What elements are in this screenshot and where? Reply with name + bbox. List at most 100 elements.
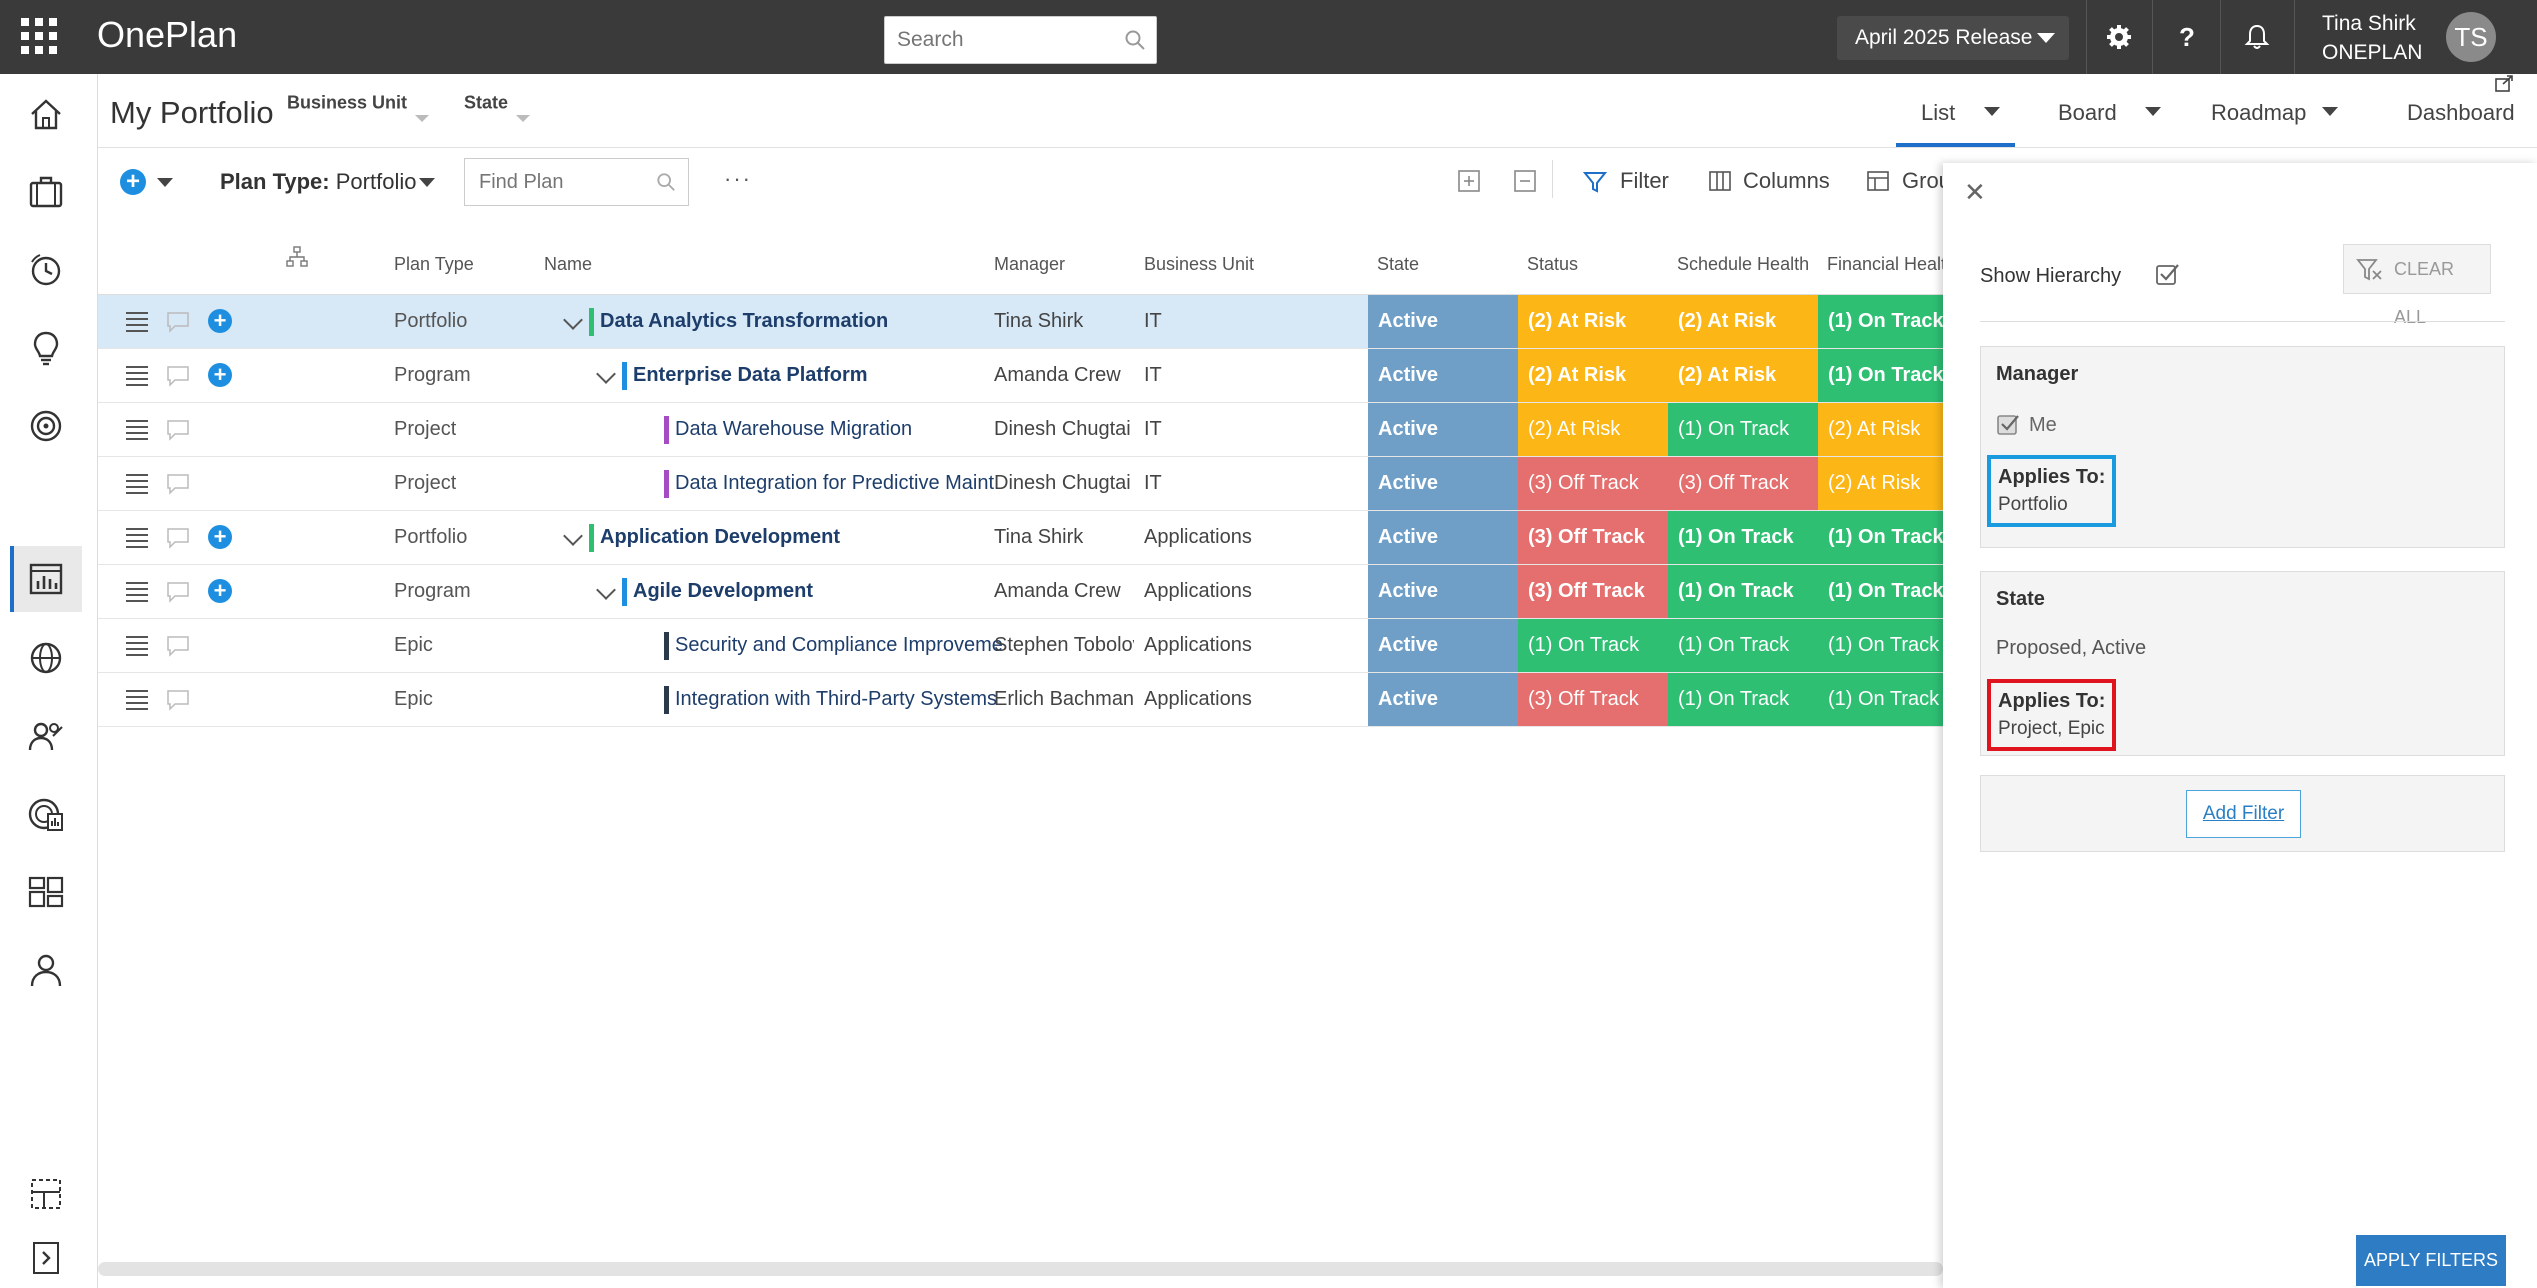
bell-icon[interactable] xyxy=(2242,22,2272,52)
lightbulb-icon[interactable] xyxy=(26,328,66,368)
group-button[interactable]: Grou xyxy=(1902,168,1951,193)
find-plan-box[interactable] xyxy=(464,158,689,206)
help-icon[interactable]: ? xyxy=(2179,22,2195,52)
search-icon[interactable] xyxy=(656,172,676,192)
comment-icon[interactable] xyxy=(166,635,190,657)
chevron-down-icon[interactable] xyxy=(563,310,583,330)
row-menu-icon[interactable] xyxy=(126,312,148,332)
chevron-down-icon[interactable] xyxy=(419,178,435,187)
user-icon[interactable] xyxy=(26,950,66,990)
state-filter[interactable]: State xyxy=(464,85,531,122)
row-menu-icon[interactable] xyxy=(126,636,148,656)
add-filter-button[interactable]: Add Filter xyxy=(2186,790,2301,838)
chevron-down-icon[interactable] xyxy=(157,178,173,187)
column-header-financial-health[interactable]: Financial Healt xyxy=(1827,254,1947,274)
comment-icon[interactable] xyxy=(166,419,190,441)
table-row[interactable]: Epic Security and Compliance Improveme Ste… xyxy=(98,619,1943,673)
state-filter-card[interactable]: State Proposed, Active Applies To: Proje… xyxy=(1980,571,2505,756)
briefcase-icon[interactable] xyxy=(26,172,66,212)
add-plan-button[interactable]: + xyxy=(120,169,146,195)
table-row[interactable]: + Program Enterprise Data Platform Amanda C… xyxy=(98,349,1943,403)
comment-icon[interactable] xyxy=(166,527,190,549)
chevron-down-icon[interactable] xyxy=(1984,107,2000,116)
home-icon[interactable] xyxy=(26,94,66,134)
search-input[interactable] xyxy=(885,17,1105,63)
column-header-business-unit[interactable]: Business Unit xyxy=(1144,254,1255,274)
add-child-button[interactable]: + xyxy=(208,363,232,387)
column-header-state[interactable]: State xyxy=(1377,254,1420,274)
plan-name-link[interactable]: Enterprise Data Platform xyxy=(633,364,868,386)
plan-name-link[interactable]: Security and Compliance Improveme xyxy=(675,634,1003,656)
app-name[interactable]: OnePlan xyxy=(97,14,238,55)
row-menu-icon[interactable] xyxy=(126,582,148,602)
comment-icon[interactable] xyxy=(166,365,190,387)
popout-icon[interactable] xyxy=(2494,75,2514,93)
search-box[interactable] xyxy=(884,16,1157,64)
release-dropdown[interactable]: April 2025 Release xyxy=(1837,16,2069,60)
plan-name-link[interactable]: Application Development xyxy=(600,526,841,548)
dashboard-tiles-icon[interactable] xyxy=(26,872,66,912)
table-row[interactable]: Epic Integration with Third-Party Systems… xyxy=(98,673,1943,727)
gear-icon[interactable] xyxy=(2104,22,2134,52)
find-plan-input[interactable] xyxy=(465,159,645,205)
chevron-down-icon[interactable] xyxy=(2145,107,2161,116)
column-header-plan-type[interactable]: Plan Type xyxy=(394,254,474,274)
add-child-button[interactable]: + xyxy=(208,525,232,549)
row-menu-icon[interactable] xyxy=(126,690,148,710)
comment-icon[interactable] xyxy=(166,581,190,603)
comment-icon[interactable] xyxy=(166,689,190,711)
column-header-status[interactable]: Status xyxy=(1527,254,1579,274)
chevron-down-icon[interactable] xyxy=(596,364,616,384)
plan-type-selector[interactable]: Plan Type: Portfolio xyxy=(220,169,416,195)
table-row[interactable]: + Portfolio Data Analytics Transformation T… xyxy=(98,295,1943,349)
plan-name-link[interactable]: Data Analytics Transformation xyxy=(600,310,889,332)
plan-name-link[interactable]: Data Integration for Predictive Maint xyxy=(675,472,995,494)
tab-dashboard[interactable]: Dashboard xyxy=(2407,100,2515,125)
manager-filter-card[interactable]: Manager Me Applies To: Portfolio xyxy=(1980,346,2505,548)
globe-icon[interactable] xyxy=(26,638,66,678)
plan-name-link[interactable]: Agile Development xyxy=(633,580,814,602)
row-menu-icon[interactable] xyxy=(126,474,148,494)
app-launcher-icon[interactable] xyxy=(21,18,57,54)
show-hierarchy-checkbox[interactable] xyxy=(2155,262,2181,288)
table-row[interactable]: Project Data Integration for Predictive M… xyxy=(98,457,1943,511)
chevron-down-icon[interactable] xyxy=(563,526,583,546)
expand-all-icon[interactable] xyxy=(1457,169,1481,193)
user-info[interactable]: Tina Shirk ONEPLAN xyxy=(2322,9,2422,67)
chevron-down-icon[interactable] xyxy=(2322,107,2338,116)
comment-icon[interactable] xyxy=(166,311,190,333)
column-header-manager[interactable]: Manager xyxy=(994,254,1066,274)
reports-icon[interactable] xyxy=(26,794,66,834)
expand-nav-icon[interactable] xyxy=(26,1238,66,1278)
apply-filters-button[interactable]: APPLY FILTERS xyxy=(2356,1235,2506,1286)
state-applies-to[interactable]: Applies To: Project, Epic xyxy=(1987,679,2117,751)
row-menu-icon[interactable] xyxy=(126,366,148,386)
columns-button[interactable]: Columns xyxy=(1743,168,1830,193)
filter-button[interactable]: Filter xyxy=(1620,168,1669,193)
layout-icon[interactable] xyxy=(26,1174,66,1214)
manager-me-checkbox[interactable] xyxy=(1996,412,2022,438)
avatar[interactable]: TS xyxy=(2446,12,2496,62)
filter-icon[interactable] xyxy=(1583,170,1607,194)
search-icon[interactable] xyxy=(1124,29,1146,51)
columns-icon[interactable] xyxy=(1708,169,1732,193)
table-row[interactable]: + Program Agile Development Amanda Crew Appl… xyxy=(98,565,1943,619)
column-header-schedule-health[interactable]: Schedule Health xyxy=(1677,254,1810,274)
portfolio-chart-icon[interactable] xyxy=(26,559,66,599)
tab-board[interactable]: Board xyxy=(2058,100,2117,125)
horizontal-scrollbar[interactable] xyxy=(98,1262,1943,1276)
manager-applies-to[interactable]: Applies To: Portfolio xyxy=(1987,455,2117,527)
close-icon[interactable]: ✕ xyxy=(1964,177,1986,207)
target-icon[interactable] xyxy=(26,406,66,446)
row-menu-icon[interactable] xyxy=(126,420,148,440)
people-icon[interactable] xyxy=(26,716,66,756)
business-unit-filter[interactable]: Business Unit xyxy=(287,85,430,122)
table-row[interactable]: Project Data Warehouse Migration Dinesh Ch… xyxy=(98,403,1943,457)
more-options-button[interactable]: ··· xyxy=(724,166,752,191)
column-header-name[interactable]: Name xyxy=(544,254,593,274)
plan-name-link[interactable]: Data Warehouse Migration xyxy=(675,418,913,440)
plan-name-link[interactable]: Integration with Third-Party Systems xyxy=(675,688,997,710)
tab-roadmap[interactable]: Roadmap xyxy=(2211,100,2307,125)
tab-list[interactable]: List xyxy=(1921,100,1956,125)
group-icon[interactable] xyxy=(1866,169,1890,193)
